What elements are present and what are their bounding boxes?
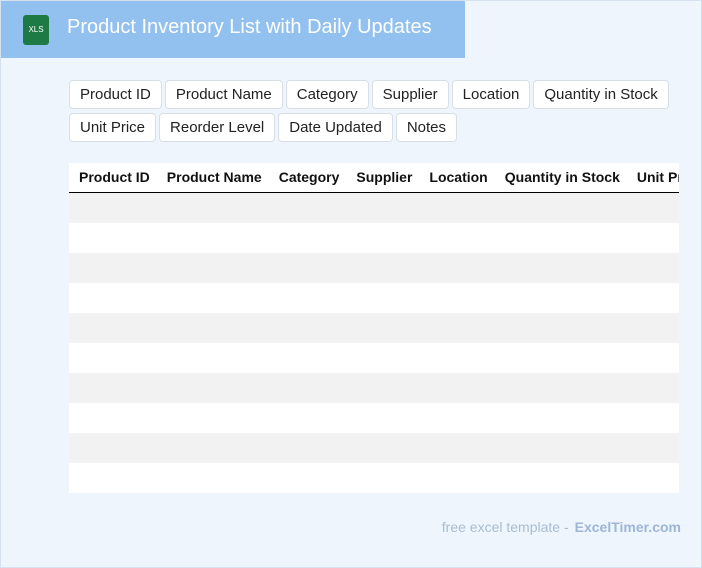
column-header: Category — [278, 169, 340, 185]
column-header: Product Name — [166, 169, 262, 185]
column-header: Product ID — [79, 169, 150, 185]
table-row — [69, 313, 679, 343]
field-chip[interactable]: Supplier — [371, 80, 449, 109]
field-chip[interactable]: Unit Price — [69, 113, 157, 142]
file-icon: XLS — [23, 15, 49, 45]
footer-brand[interactable]: ExcelTimer.com — [574, 519, 681, 535]
field-chip[interactable]: Date Updated — [278, 113, 393, 142]
table-row — [69, 283, 679, 313]
field-chip[interactable]: Quantity in Stock — [533, 80, 669, 109]
table-row — [69, 223, 679, 253]
table-row — [69, 403, 679, 433]
table-row — [69, 463, 679, 493]
table-row — [69, 193, 679, 223]
table-header: Product ID Product Name Category Supplier Lo… — [69, 163, 679, 193]
table-row — [69, 433, 679, 463]
column-header: Unit Price — [636, 169, 679, 185]
column-header: Location — [429, 169, 488, 185]
footer-text: free excel template - — [441, 519, 569, 535]
table-row — [69, 373, 679, 403]
header: XLS Product Inventory List with Daily Up… — [1, 1, 465, 58]
field-chip[interactable]: Category — [285, 80, 369, 109]
title: Product Inventory List with Daily Update… — [67, 16, 432, 38]
field-chip[interactable]: Location — [451, 80, 531, 109]
field-chip[interactable]: Notes — [395, 113, 458, 142]
field-chip[interactable]: Product Name — [164, 80, 283, 109]
field-list: Product ID Product Name Category Supplier Lo… — [69, 80, 689, 142]
table-row — [69, 343, 679, 373]
field-chip[interactable]: Reorder Level — [159, 113, 276, 142]
field-chip[interactable]: Product ID — [69, 80, 162, 109]
footer: free excel template - ExcelTimer.com — [442, 519, 681, 535]
table-row — [69, 253, 679, 283]
column-header: Quantity in Stock — [504, 169, 620, 185]
column-header: Supplier — [356, 169, 413, 185]
table-body — [69, 193, 679, 493]
table: Product ID Product Name Category Supplier Lo… — [69, 163, 679, 493]
